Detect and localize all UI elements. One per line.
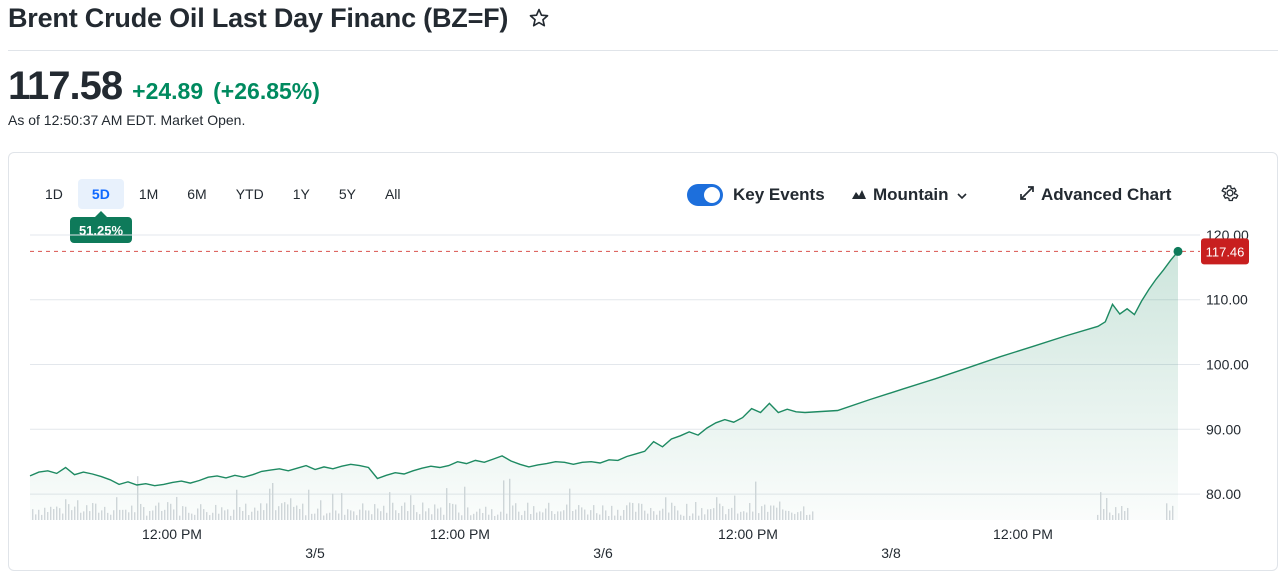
chart-type-dropdown[interactable]: Mountain	[851, 181, 967, 209]
chart-settings-button[interactable]	[1220, 181, 1240, 209]
x-date-label: 3/6	[593, 545, 613, 561]
range-button-5d[interactable]: 5D	[77, 179, 124, 209]
x-tick-label: 12:00 PM	[430, 526, 490, 542]
current-price: 117.58	[8, 64, 123, 108]
star-icon[interactable]	[528, 7, 550, 29]
current-price-tag	[1201, 238, 1249, 265]
advanced-chart-button[interactable]: Advanced Chart	[1019, 181, 1171, 209]
range-button-1m[interactable]: 1M	[138, 186, 159, 202]
as-of-timestamp: As of 12:50:37 AM EDT. Market Open.	[8, 112, 246, 128]
x-date-label: 3/5	[305, 545, 325, 561]
key-events-toggle[interactable]	[687, 184, 723, 206]
page-title: Brent Crude Oil Last Day Financ (BZ=F)	[8, 2, 509, 33]
current-price-dot	[1173, 246, 1183, 256]
chart-card: 1D 5D 1M 6M YTD 1Y 5Y All 51.25% Key Events Mou…	[8, 152, 1278, 571]
price-area-fill	[30, 251, 1178, 520]
range-change-badge: 51.25%	[70, 211, 132, 243]
current-price-label: 117.46	[1206, 244, 1245, 259]
advanced-chart-label: Advanced Chart	[1041, 185, 1172, 204]
range-button-ytd[interactable]: YTD	[235, 186, 264, 202]
chevron-down-icon	[956, 185, 967, 205]
expand-icon	[1019, 185, 1035, 206]
price-line	[29, 250, 1179, 487]
y-tick-label: 90.00	[1206, 421, 1241, 437]
x-tick-label: 12:00 PM	[142, 526, 202, 542]
x-date-label: 3/8	[881, 545, 901, 561]
price-change: +24.89	[132, 78, 204, 104]
title-row: Brent Crude Oil Last Day Financ (BZ=F)	[8, 0, 550, 36]
header-divider	[8, 50, 1278, 51]
x-tick-label: 12:00 PM	[993, 526, 1053, 542]
y-tick-label: 110.00	[1206, 292, 1248, 308]
range-button-1d[interactable]: 1D	[45, 186, 63, 202]
y-tick-label: 80.00	[1206, 486, 1241, 502]
key-events-toggle-group[interactable]: Key Events	[687, 181, 825, 209]
quote-price-row: 117.58 +24.89 (+26.85%)	[8, 64, 320, 109]
range-button-all[interactable]: All	[384, 186, 401, 202]
range-button-5y[interactable]: 5Y	[338, 186, 356, 202]
price-change-percent: (+26.85%)	[213, 78, 320, 104]
y-tick-label: 100.00	[1206, 357, 1249, 373]
mountain-icon	[851, 185, 867, 205]
gear-icon	[1220, 183, 1240, 208]
x-tick-label: 12:00 PM	[718, 526, 778, 542]
range-button-1y[interactable]: 1Y	[292, 186, 310, 202]
key-events-label: Key Events	[733, 185, 825, 204]
range-selector: 1D 5D 1M 6M YTD 1Y 5Y All	[31, 179, 416, 209]
toggle-knob	[704, 187, 720, 203]
chart-type-label: Mountain	[873, 185, 949, 204]
range-button-6m[interactable]: 6M	[187, 186, 207, 202]
